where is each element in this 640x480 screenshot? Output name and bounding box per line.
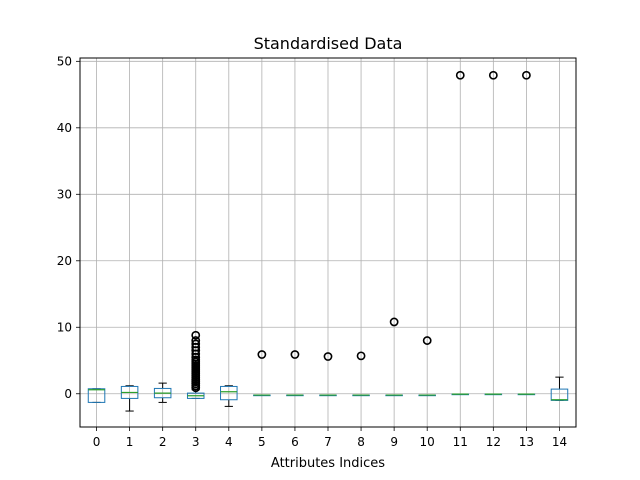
grid-lines [80,58,576,427]
x-tick-label: 7 [324,435,332,449]
x-tick-label: 9 [390,435,398,449]
y-tick-label: 0 [64,387,72,401]
box-1 [120,385,139,412]
box-11 [451,70,470,396]
outlier-point [191,339,201,349]
outlier-point [191,336,201,345]
x-tick-label: 12 [486,435,501,449]
box-12 [484,70,503,396]
x-tick-label: 3 [192,435,200,449]
outlier-point [522,70,531,80]
x-axis-label: Attributes Indices [271,456,385,471]
x-tick-label: 14 [552,435,567,449]
outlier-point [455,70,465,80]
y-tick-label: 50 [57,54,72,68]
iqr-box [220,385,238,401]
x-tick-label: 4 [225,435,233,449]
box-14 [550,376,569,401]
x-tick-label: 10 [420,435,435,449]
box-2 [153,382,172,403]
box-4 [220,385,238,407]
box-6 [286,350,304,397]
x-tick-label: 6 [291,435,299,449]
box-8 [352,351,370,397]
outlier-point [191,330,201,340]
box-9 [385,317,403,397]
x-tick-label: 2 [159,435,167,449]
chart-title: Standardised Data [254,34,403,53]
outlier-point [356,351,366,361]
outlier-point [257,350,267,359]
outlier-point [488,70,498,80]
outlier-point [389,317,399,327]
x-tick-label: 11 [453,435,468,449]
x-tick-label: 8 [357,435,365,449]
x-tick-label: 0 [93,435,101,449]
box-3 [186,330,205,399]
box-0 [87,388,106,403]
iqr-box [550,388,569,401]
y-tick-label: 40 [57,121,72,135]
y-tick-label: 30 [57,187,72,201]
x-tick-label: 5 [258,435,266,449]
box-5 [253,350,271,397]
outlier-point [422,336,432,345]
boxes [87,70,569,412]
box-7 [319,352,337,397]
x-tick-label: 13 [519,435,534,449]
box-13 [517,70,536,396]
iqr-box [87,388,106,403]
outlier-point [323,352,333,361]
y-tick-label: 10 [57,320,72,334]
y-tick-label: 20 [57,254,72,268]
outlier-point [191,355,201,365]
outlier-point [290,350,300,359]
box-10 [418,336,436,397]
plot-area-frame [79,57,577,428]
x-tick-label: 1 [126,435,134,449]
